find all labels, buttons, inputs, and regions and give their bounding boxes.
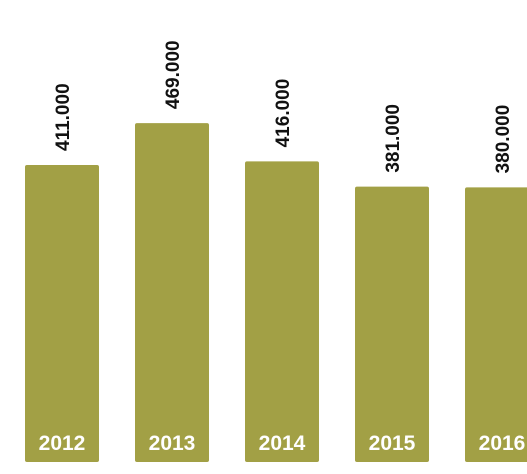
- value-labels-group: 411.000 469.000 416.000 381.000 380.000: [53, 40, 514, 173]
- category-label-2015: 2015: [369, 432, 416, 455]
- value-label-2013: 469.000: [163, 40, 184, 109]
- category-label-2013: 2013: [149, 432, 196, 455]
- bar-2013: [135, 123, 209, 463]
- bar-2012: [25, 165, 99, 462]
- bar-2014: [245, 161, 319, 463]
- value-label-2012: 411.000: [53, 83, 74, 151]
- bar-2015: [355, 186, 429, 462]
- category-label-2016: 2016: [479, 432, 526, 455]
- category-label-2012: 2012: [39, 432, 86, 455]
- value-label-2015: 381.000: [383, 104, 404, 173]
- value-label-2016: 380.000: [493, 105, 514, 174]
- value-label-2014: 416.000: [273, 79, 294, 148]
- bars-group: [25, 123, 527, 463]
- category-labels-group: 2012 2013 2014 2015 2016: [39, 432, 526, 455]
- bar-2016: [465, 187, 527, 462]
- category-label-2014: 2014: [259, 432, 306, 455]
